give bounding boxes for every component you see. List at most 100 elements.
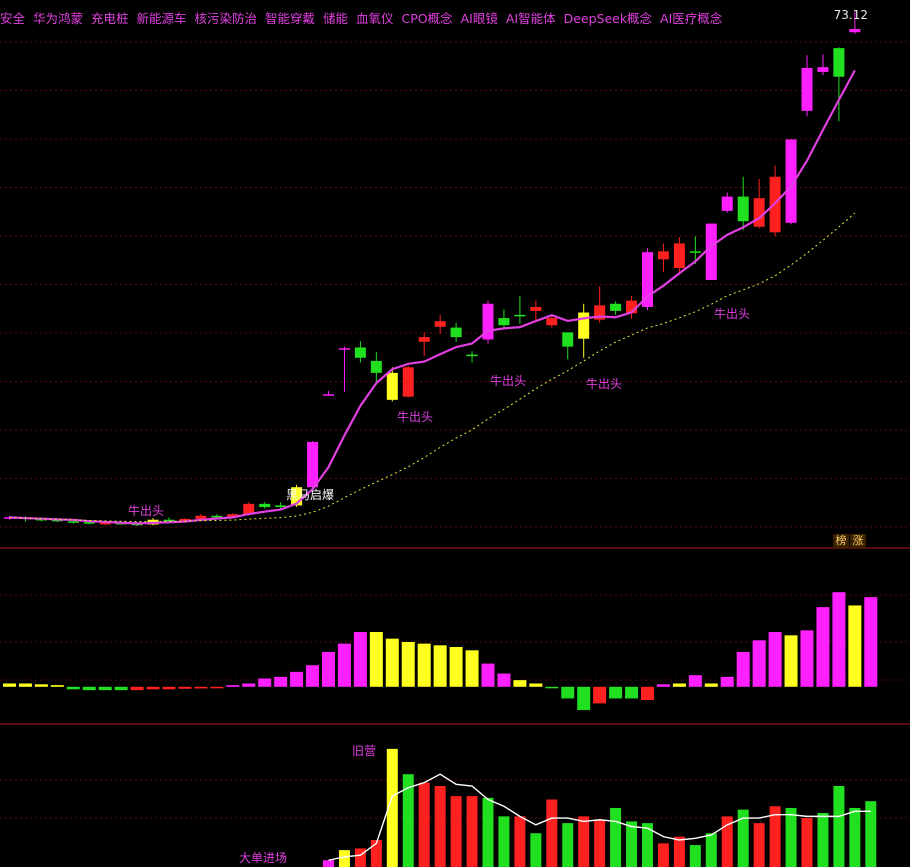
candle-body xyxy=(211,515,223,518)
indicator-bar xyxy=(258,678,272,687)
indicator-bar xyxy=(768,632,782,687)
indicator-bar xyxy=(529,683,543,687)
concept-tag[interactable]: 智能穿戴 xyxy=(265,11,316,26)
candle-body xyxy=(291,487,303,506)
indicator-bar xyxy=(848,605,862,687)
volume-bar xyxy=(402,774,414,867)
indicator-bar xyxy=(66,686,80,690)
indicator-bar xyxy=(130,686,144,691)
volume-bar xyxy=(737,809,749,867)
concept-tag[interactable]: 华为鸿蒙 xyxy=(33,11,84,26)
volume-bar xyxy=(354,848,366,867)
concept-tag[interactable]: AI智能体 xyxy=(505,11,556,26)
volume-bar xyxy=(323,860,334,867)
indicator-bar xyxy=(417,643,431,687)
candle-body xyxy=(785,139,797,223)
rise-badge[interactable]: 涨 xyxy=(850,534,866,548)
big-order-label: 大单进场 xyxy=(239,851,288,865)
candle-body xyxy=(849,29,861,33)
indicator-bar xyxy=(337,643,351,687)
indicator-bar xyxy=(704,683,718,687)
concept-tag[interactable]: DeepSeek概念 xyxy=(563,11,653,26)
indicator-bar xyxy=(178,686,192,689)
volume-bar xyxy=(705,833,717,867)
candle-body xyxy=(530,306,542,311)
indicator-bar xyxy=(50,685,64,687)
candle-body xyxy=(67,521,79,523)
volume-bar xyxy=(673,836,685,867)
candle-body xyxy=(370,360,382,373)
volume-bar xyxy=(530,833,542,867)
volume-bar xyxy=(450,796,462,867)
indicator-bar xyxy=(752,640,766,687)
candle-body xyxy=(402,367,414,397)
volume-bar xyxy=(817,813,829,867)
volume-bar xyxy=(689,845,701,867)
indicator-bar xyxy=(561,686,575,699)
concept-tag[interactable]: AI医疗概念 xyxy=(660,11,723,26)
volume-bar xyxy=(657,843,669,867)
rank-badge[interactable]: 榜 xyxy=(833,534,849,548)
concept-tag[interactable]: CPO概念 xyxy=(401,11,453,26)
volume-bar xyxy=(498,816,510,867)
candle-body xyxy=(179,518,191,521)
candle-body xyxy=(578,312,590,339)
indicator-bar xyxy=(194,686,208,689)
indicator-bar xyxy=(433,645,447,687)
volume-bar xyxy=(418,782,430,867)
candle-body xyxy=(705,223,717,280)
concept-tag[interactable]: 储能 xyxy=(323,11,349,26)
indicator-bar xyxy=(18,683,32,687)
indicator-bar xyxy=(577,686,591,711)
volume-bar xyxy=(370,840,382,867)
concept-tag[interactable]: 新能源车 xyxy=(136,11,187,26)
indicator-bar xyxy=(688,675,702,687)
candle-body xyxy=(386,372,398,400)
volume-bar xyxy=(865,801,877,867)
candle-body xyxy=(610,303,622,311)
indicator-bar xyxy=(226,685,240,687)
candle-body xyxy=(51,519,63,522)
signal-label: 牛出头 xyxy=(490,374,527,388)
concept-tag[interactable]: AI眼镜 xyxy=(460,11,498,26)
candle-body xyxy=(721,196,733,211)
candle-body xyxy=(657,251,669,260)
candle-body xyxy=(434,321,446,327)
volume-bar xyxy=(594,819,606,867)
candle-body xyxy=(737,196,749,222)
indicator-bar xyxy=(162,686,176,690)
signal-label: 牛出头 xyxy=(128,504,165,518)
volume-bar xyxy=(386,748,398,867)
candle-body xyxy=(562,332,574,347)
volume-bar xyxy=(642,823,653,867)
volume-bar xyxy=(769,806,781,867)
volume-bar xyxy=(482,797,494,867)
volume-bar xyxy=(785,807,797,867)
candle-body xyxy=(338,348,350,350)
volume-bar xyxy=(849,807,861,867)
volume-bar xyxy=(721,816,733,867)
concept-tag[interactable]: 血氧仪 xyxy=(356,11,394,26)
signal-label: 旧营 xyxy=(352,744,377,758)
indicator-bar xyxy=(625,686,639,699)
signal-label: 牛出头 xyxy=(397,410,434,424)
concept-tag[interactable]: 充电桩 xyxy=(91,11,129,26)
ma-line xyxy=(9,69,856,525)
indicator-bar xyxy=(736,651,750,687)
volume-bar xyxy=(753,823,765,867)
volume-bar xyxy=(801,818,813,867)
indicator-bar xyxy=(609,686,623,699)
volume-bar xyxy=(466,796,478,867)
candle-body xyxy=(243,503,255,515)
concept-tag[interactable]: 安全 xyxy=(0,11,26,26)
candle-body xyxy=(195,515,207,519)
indicator-bar xyxy=(864,597,878,687)
concept-tag[interactable]: 核污染防治 xyxy=(194,11,258,26)
indicator-bar xyxy=(784,635,798,687)
volume-average-line xyxy=(328,773,871,861)
candle-body xyxy=(99,522,111,525)
concept-tags: 安全 华为鸿蒙 充电桩 新能源车 核污染防治 智能穿戴 储能 血氧仪 CPO概念… xyxy=(0,8,726,27)
indicator-bar xyxy=(832,592,846,687)
